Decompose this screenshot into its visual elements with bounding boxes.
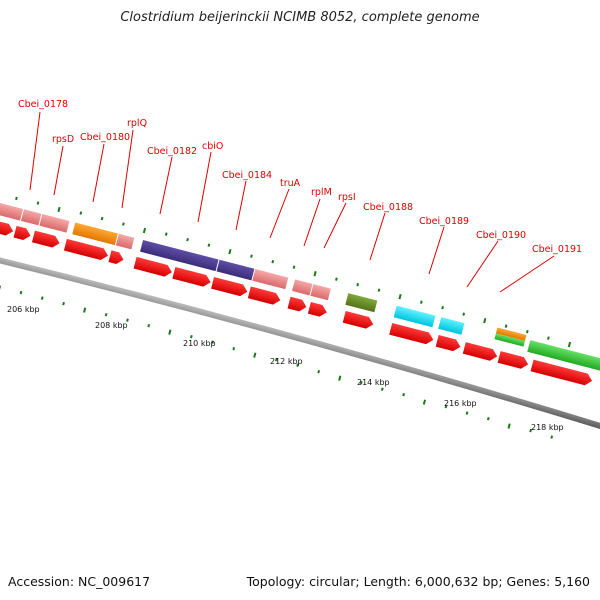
feature-olive: [345, 293, 378, 313]
gene-label: Cbei_0180: [80, 132, 130, 143]
cds-arrow: [63, 238, 108, 261]
feature-green: [494, 333, 525, 347]
gene-label: Cbei_0191: [532, 244, 582, 255]
cds-row: [0, 219, 593, 386]
cds-arrow: [497, 351, 529, 369]
gene-label: Cbei_0178: [18, 99, 68, 110]
genome-backbone: [0, 251, 600, 433]
scale-labels: 206 kbp 208 kbp 210 kbp 212 kbp 214 kbp …: [7, 305, 564, 432]
gene-label: Cbei_0188: [363, 202, 413, 213]
gene-label: Cbei_0184: [222, 170, 272, 181]
gene-label: cbiO: [202, 141, 223, 152]
feature-pink: [310, 284, 331, 301]
cds-arrow: [13, 225, 31, 241]
scale-label: 208 kbp: [95, 321, 128, 330]
scale-label: 210 kbp: [183, 339, 216, 348]
cds-arrow: [389, 323, 434, 345]
feature-pink: [115, 233, 135, 250]
cds-arrow: [172, 266, 211, 287]
gene-label: rplM: [311, 187, 332, 198]
scale-label: 214 kbp: [357, 378, 390, 387]
feature-orange: [72, 222, 118, 246]
map-title: Clostridium beijerinckii NCIMB 8052, com…: [120, 10, 480, 25]
scale-label: 206 kbp: [7, 305, 40, 314]
accession-text: Accession: NC_009617: [8, 574, 151, 589]
feature-purple: [216, 259, 255, 281]
feature-cyan: [438, 317, 465, 335]
cds-arrow: [211, 276, 248, 297]
feature-purple: [140, 240, 219, 272]
scale-label: 218 kbp: [531, 423, 564, 432]
genome-track: [0, 196, 600, 439]
cds-arrow: [530, 359, 593, 386]
cds-arrow: [287, 296, 307, 312]
feature-row: [0, 202, 600, 372]
gene-label: rpsD: [52, 134, 74, 145]
label-leaders: [29, 111, 555, 293]
cds-arrow: [247, 286, 281, 305]
cds-arrow: [435, 335, 461, 352]
cds-arrow: [342, 311, 374, 329]
feature-pink: [0, 202, 24, 221]
cds-arrow: [133, 256, 172, 277]
cds-arrow: [108, 250, 124, 265]
gene-labels: Cbei_0178 rpsD Cbei_0180 rplQ Cbei_0182 …: [18, 99, 582, 255]
scale-ticks: [0, 285, 554, 439]
feature-pink: [292, 279, 313, 296]
cds-arrow: [31, 230, 60, 248]
gene-label: Cbei_0190: [476, 230, 526, 241]
gene-label: Cbei_0189: [419, 216, 469, 227]
feature-pink: [252, 269, 289, 290]
feature-pink: [20, 209, 42, 226]
feature-orange: [495, 327, 527, 341]
gene-label: rplQ: [127, 118, 147, 129]
outer-ticks: [15, 196, 572, 348]
gene-label: truA: [280, 178, 301, 189]
cds-arrow: [0, 219, 14, 236]
gene-label: Cbei_0182: [147, 146, 197, 157]
scale-label: 212 kbp: [270, 357, 303, 366]
scale-label: 216 kbp: [444, 399, 477, 408]
feature-cyan: [393, 305, 436, 328]
feature-pink: [39, 213, 70, 233]
gene-label: rpsI: [338, 192, 356, 203]
cds-arrow: [307, 302, 327, 317]
cds-arrow: [462, 342, 498, 361]
genome-summary-text: Topology: circular; Length: 6,000,632 bp…: [246, 574, 590, 589]
feature-green: [527, 340, 600, 372]
